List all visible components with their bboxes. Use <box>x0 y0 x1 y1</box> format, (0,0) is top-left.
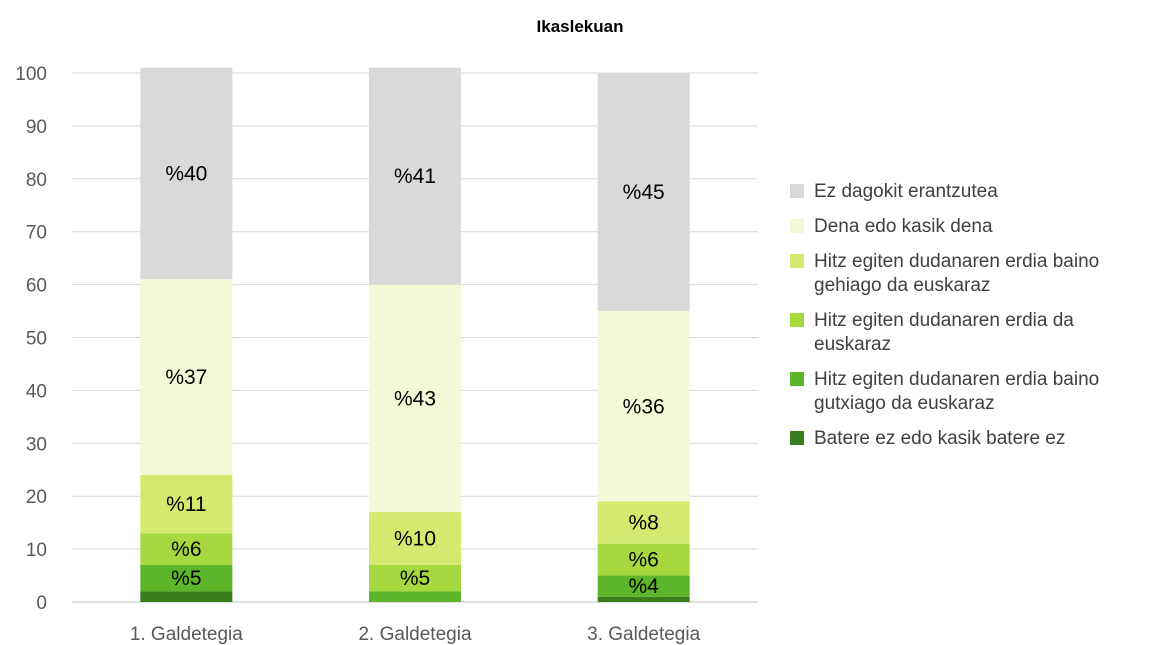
legend-label: Ez dagokit erantzutea <box>814 181 998 202</box>
legend-swatch <box>790 431 804 445</box>
data-label: %40 <box>165 163 207 186</box>
legend-item: Dena edo kasik dena <box>790 216 993 237</box>
legend-item: Hitz egiten dudanaren erdia baino gutxiag… <box>790 369 1099 414</box>
data-label: %43 <box>394 387 436 410</box>
legend-item: Hitz egiten dudanaren erdia baino gehiago… <box>790 251 1099 296</box>
legend-item: Ez dagokit erantzutea <box>790 181 998 202</box>
bar-segment <box>597 73 690 312</box>
y-tick-label: 10 <box>26 540 47 561</box>
legend-label: gehiago da euskaraz <box>814 275 990 296</box>
bar-segment <box>369 284 461 513</box>
y-axis-ticks: 0 10 20 30 40 50 60 70 80 90 100 <box>15 64 47 614</box>
y-tick-label: 70 <box>26 223 47 244</box>
bar-segment <box>140 279 233 476</box>
bar-segment <box>140 591 233 602</box>
legend-label: Batere ez edo kasik batere ez <box>814 428 1065 449</box>
data-label: %45 <box>623 181 665 204</box>
legend-label: euskaraz <box>814 334 891 355</box>
bars <box>140 67 690 602</box>
bar-segment <box>140 475 233 534</box>
legend-label: Hitz egiten dudanaren erdia baino <box>814 251 1099 272</box>
legend-swatch <box>790 219 804 233</box>
data-label: %10 <box>394 528 436 551</box>
bar-segment <box>597 575 690 597</box>
x-tick-label: 1. Galdetegia <box>130 624 243 645</box>
y-tick-label: 60 <box>26 276 47 297</box>
y-tick-label: 0 <box>36 593 47 614</box>
x-tick-label: 2. Galdetegia <box>358 624 471 645</box>
bar-segment <box>369 591 461 602</box>
y-tick-label: 80 <box>26 170 47 191</box>
data-label: %41 <box>394 165 436 188</box>
legend-item: Hitz egiten dudanaren erdia da euskaraz <box>790 310 1074 355</box>
y-tick-label: 50 <box>26 329 47 350</box>
data-label: %37 <box>165 366 207 389</box>
data-label: %5 <box>400 567 430 590</box>
legend: Ez dagokit erantzutea Dena edo kasik dena… <box>790 181 1099 449</box>
bar-segment <box>140 533 233 565</box>
y-tick-label: 30 <box>26 434 47 455</box>
bar-segment <box>140 67 233 280</box>
bar-segment <box>597 311 690 502</box>
data-label: %6 <box>171 538 201 561</box>
y-tick-label: 20 <box>26 487 47 508</box>
data-label: %6 <box>628 549 658 572</box>
chart-title: Ikaslekuan <box>537 17 624 36</box>
x-axis-ticks: 1. Galdetegia 2. Galdetegia 3. Galdetegia <box>130 624 701 645</box>
bar-segment <box>597 543 690 576</box>
bar-segment <box>140 564 233 592</box>
bar-segment <box>369 512 461 565</box>
legend-item: Batere ez edo kasik batere ez <box>790 428 1065 449</box>
y-tick-label: 100 <box>15 64 47 85</box>
y-tick-label: 40 <box>26 381 47 402</box>
data-labels: %5 %6 %11 %37 %40 %5 %10 %43 %41 %4 %6 %8 %36 %45 <box>165 163 664 599</box>
data-label: %5 <box>171 567 201 590</box>
legend-swatch <box>790 313 804 327</box>
data-label: %36 <box>623 395 665 418</box>
legend-swatch <box>790 254 804 268</box>
bar-segment <box>369 67 461 285</box>
data-label: %4 <box>628 575 659 598</box>
x-tick-label: 3. Galdetegia <box>587 624 700 645</box>
bar-segment <box>597 596 690 602</box>
legend-label: gutxiago da euskaraz <box>814 393 995 414</box>
data-label: %8 <box>628 512 658 535</box>
legend-swatch <box>790 184 804 198</box>
bar-segment <box>369 564 461 592</box>
data-label: %11 <box>166 493 206 516</box>
y-tick-label: 90 <box>26 117 47 138</box>
legend-label: Hitz egiten dudanaren erdia baino <box>814 369 1099 390</box>
legend-label: Hitz egiten dudanaren erdia da <box>814 310 1074 331</box>
bar-segment <box>597 501 690 544</box>
legend-label: Dena edo kasik dena <box>814 216 993 237</box>
legend-swatch <box>790 372 804 386</box>
